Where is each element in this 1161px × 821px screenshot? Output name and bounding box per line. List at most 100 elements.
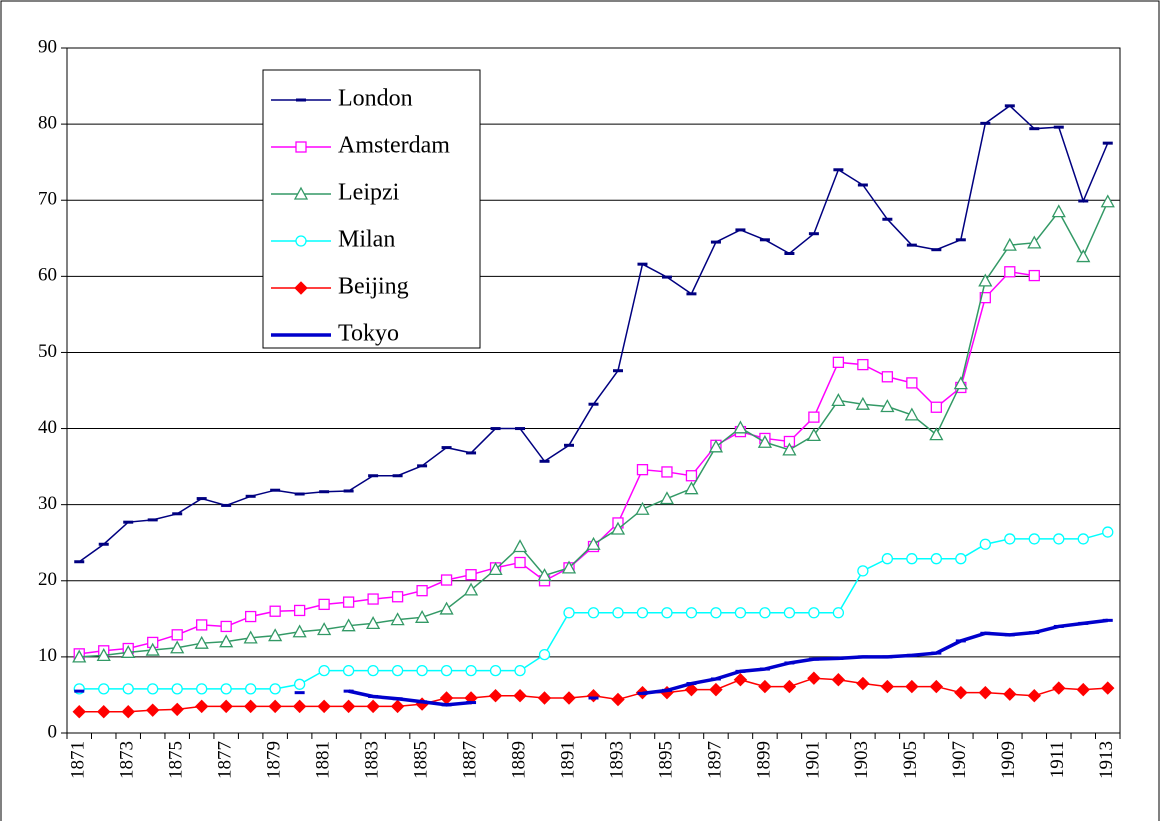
y-tick-label: 70 — [38, 189, 57, 210]
legend-label: Tokyo — [338, 321, 399, 347]
legend-box — [262, 69, 481, 349]
marker — [537, 568, 552, 582]
x-tick-label: 1907 — [949, 741, 970, 779]
marker — [97, 704, 111, 719]
marker — [783, 607, 796, 619]
marker — [293, 604, 306, 617]
marker — [147, 683, 159, 695]
marker — [857, 565, 869, 577]
marker — [317, 622, 332, 636]
marker — [659, 491, 675, 505]
marker — [463, 582, 479, 596]
marker — [146, 703, 160, 717]
marker — [367, 593, 379, 605]
plot-area — [66, 47, 1121, 734]
marker — [831, 393, 846, 407]
marker — [561, 560, 577, 574]
marker — [979, 538, 991, 550]
marker — [1102, 526, 1114, 538]
x-tick-label: 1913 — [1096, 741, 1117, 779]
marker — [243, 630, 258, 644]
marker — [416, 664, 428, 677]
marker — [955, 553, 967, 565]
marker — [219, 699, 233, 714]
marker — [856, 676, 870, 691]
marker — [832, 356, 845, 368]
marker — [979, 291, 991, 304]
marker — [782, 679, 797, 694]
marker — [268, 699, 282, 714]
marker — [1052, 681, 1066, 695]
marker — [636, 464, 649, 476]
marker — [880, 679, 895, 694]
marker — [857, 358, 869, 371]
marker — [196, 683, 208, 695]
marker — [904, 407, 919, 421]
marker — [586, 688, 601, 703]
marker — [1027, 235, 1042, 249]
marker — [881, 371, 894, 383]
marker — [1101, 681, 1115, 695]
y-tick-label: 0 — [48, 721, 58, 742]
marker — [269, 605, 281, 617]
marker — [489, 664, 502, 677]
marker — [978, 685, 993, 700]
marker — [610, 521, 626, 535]
marker — [881, 553, 894, 565]
y-tick-label: 10 — [38, 645, 57, 666]
marker — [1002, 237, 1017, 251]
y-tick-label: 60 — [38, 265, 57, 286]
marker — [145, 642, 160, 656]
y-tick-label: 30 — [38, 493, 57, 514]
x-tick-label: 1889 — [508, 741, 529, 779]
marker — [562, 691, 576, 705]
marker — [513, 688, 527, 703]
marker — [953, 376, 968, 390]
x-tick-label: 1895 — [655, 741, 676, 779]
marker — [440, 574, 453, 586]
marker — [295, 141, 307, 153]
marker — [685, 607, 698, 619]
marker — [245, 683, 257, 695]
marker — [465, 664, 477, 677]
marker — [684, 682, 699, 697]
marker — [685, 470, 698, 482]
marker — [194, 635, 209, 649]
marker — [514, 664, 526, 677]
marker — [341, 699, 356, 714]
marker — [586, 536, 601, 550]
y-tick-label: 40 — [38, 417, 57, 438]
marker — [612, 607, 624, 619]
marker — [170, 702, 184, 717]
series-line — [79, 270, 1035, 655]
marker — [831, 673, 846, 687]
marker — [269, 683, 281, 695]
marker — [978, 273, 993, 287]
legend-label: London — [338, 86, 413, 112]
marker — [512, 539, 528, 553]
marker — [611, 692, 625, 707]
marker — [220, 683, 232, 695]
marker — [98, 683, 110, 695]
marker — [318, 598, 330, 611]
marker — [488, 562, 503, 576]
marker — [1027, 688, 1041, 703]
marker — [1076, 249, 1091, 263]
marker — [708, 439, 724, 453]
y-tick-label: 90 — [38, 36, 57, 57]
marker — [245, 610, 257, 623]
marker — [832, 607, 845, 619]
marker — [295, 235, 307, 247]
marker — [684, 481, 699, 495]
x-tick-label: 1911 — [1047, 741, 1068, 778]
marker — [1004, 266, 1016, 278]
marker — [318, 664, 330, 677]
marker — [171, 683, 183, 695]
y-tick-label: 50 — [38, 341, 57, 362]
legend-label: Beijing — [338, 274, 409, 300]
marker — [196, 619, 208, 631]
marker — [1004, 533, 1016, 545]
x-tick-label: 1875 — [166, 741, 187, 779]
x-tick-label: 1897 — [704, 741, 725, 779]
marker — [121, 644, 136, 658]
